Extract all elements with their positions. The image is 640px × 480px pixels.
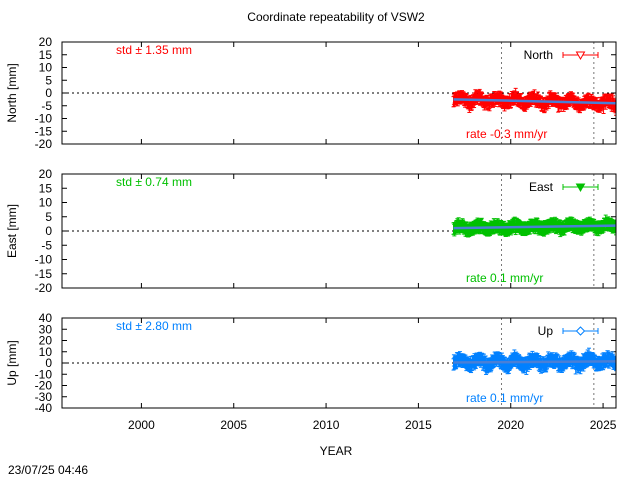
data-points bbox=[451, 347, 616, 375]
x-tick-label: 2000 bbox=[128, 418, 155, 432]
std-label: std ± 2.80 mm bbox=[116, 319, 192, 333]
y-tick-label: -20 bbox=[35, 137, 53, 151]
legend-marker bbox=[575, 326, 586, 336]
chart-title: Coordinate repeatability of VSW2 bbox=[247, 10, 425, 24]
y-tick-label: 5 bbox=[45, 73, 52, 87]
data-points bbox=[451, 214, 616, 238]
y-tick-label: 0 bbox=[45, 356, 52, 370]
y-tick-label: -15 bbox=[35, 267, 53, 281]
y-axis-label: Up [mm] bbox=[5, 340, 19, 385]
y-tick-label: 20 bbox=[39, 35, 53, 49]
y-tick-label: -20 bbox=[35, 379, 53, 393]
y-tick-label: 15 bbox=[39, 48, 53, 62]
rate-label: rate 0.1 mm/yr bbox=[466, 271, 543, 285]
panel-frame bbox=[61, 41, 617, 145]
y-tick-label: -30 bbox=[35, 390, 53, 404]
y-tick-label: -10 bbox=[35, 112, 53, 126]
data-points bbox=[451, 87, 616, 116]
y-tick-label: 10 bbox=[39, 196, 53, 210]
y-tick-label: 10 bbox=[39, 345, 53, 359]
std-label: std ± 0.74 mm bbox=[116, 175, 192, 189]
rate-label: rate 0.1 mm/yr bbox=[466, 391, 543, 405]
x-tick-label: 2020 bbox=[497, 418, 524, 432]
x-axis: 2000 2005 2010 2015 2020 2025 bbox=[128, 418, 617, 432]
y-tick-label: -10 bbox=[35, 253, 53, 267]
x-tick-label: 2015 bbox=[405, 418, 432, 432]
y-tick-label: -10 bbox=[35, 367, 53, 381]
y-tick-label: 20 bbox=[39, 167, 53, 181]
legend-label: Up bbox=[538, 324, 554, 338]
trend-line bbox=[453, 98, 616, 105]
panel-frame bbox=[61, 173, 617, 289]
y-tick-label: 0 bbox=[45, 224, 52, 238]
y-tick-label: 15 bbox=[39, 181, 53, 195]
y-tick-label: -5 bbox=[41, 99, 52, 113]
y-tick-label: 40 bbox=[39, 311, 53, 325]
legend-label: North bbox=[524, 48, 553, 62]
y-tick-label: -15 bbox=[35, 124, 53, 138]
trend-line bbox=[453, 360, 616, 364]
y-tick-label: -40 bbox=[35, 401, 53, 415]
x-tick-label: 2005 bbox=[220, 418, 247, 432]
std-label: std ± 1.35 mm bbox=[116, 43, 192, 57]
legend-marker bbox=[575, 183, 586, 193]
y-tick-label: 10 bbox=[39, 61, 53, 75]
y-tick-label: 30 bbox=[39, 322, 53, 336]
y-tick-label: 0 bbox=[45, 86, 52, 100]
rate-label: rate -0.3 mm/yr bbox=[466, 127, 547, 141]
legend-marker bbox=[575, 51, 586, 61]
y-axis-label: East [mm] bbox=[5, 204, 19, 258]
y-tick-label: 5 bbox=[45, 210, 52, 224]
y-tick-label: -20 bbox=[35, 281, 53, 295]
y-tick-label: 20 bbox=[39, 334, 53, 348]
legend-label: East bbox=[529, 180, 554, 194]
timestamp: 23/07/25 04:46 bbox=[8, 463, 88, 477]
x-tick-label: 2025 bbox=[590, 418, 617, 432]
x-tick-label: 2010 bbox=[313, 418, 340, 432]
y-tick-label: -5 bbox=[41, 238, 52, 252]
x-axis-label: YEAR bbox=[320, 444, 353, 458]
y-axis-label: North [mm] bbox=[5, 63, 19, 122]
trend-line bbox=[453, 224, 616, 230]
panel-frame bbox=[61, 317, 617, 409]
